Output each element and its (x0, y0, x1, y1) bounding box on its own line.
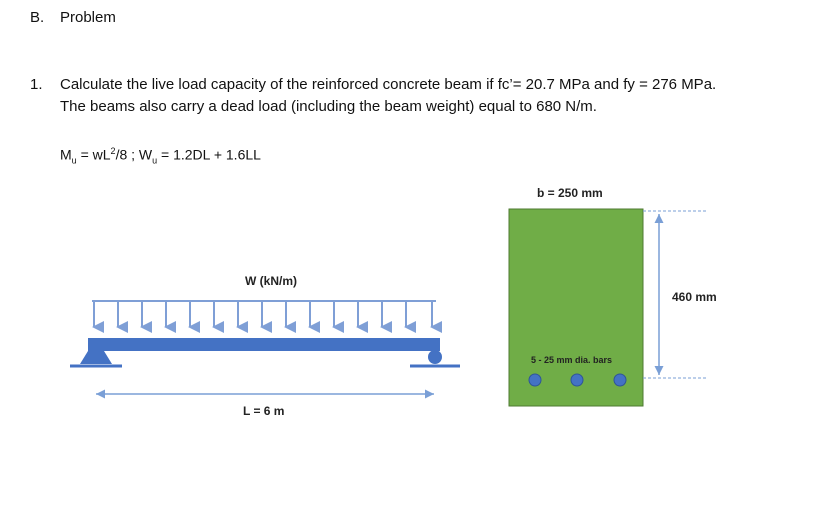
rebar (528, 373, 542, 387)
section-heading: B. Problem (30, 9, 116, 26)
problem-text-1: Calculate the live load capacity of the … (60, 76, 717, 93)
load-label: W (kN/m) (245, 274, 297, 288)
span-label: L = 6 m (243, 404, 285, 418)
rebar (570, 373, 584, 387)
formula-wu-sub: u (152, 155, 158, 166)
formula-sup: 2 (110, 146, 116, 156)
formula-wu-rhs: = 1.2DL + 1.6LL (157, 146, 261, 163)
load-arrows (92, 301, 442, 333)
problem-number: 1. (30, 76, 43, 93)
formula-wu: /8 ; W (115, 146, 153, 163)
problem-line-2: The beams also carry a dead load (includ… (60, 98, 597, 115)
formula: Mu = wL2/8 ; Wu = 1.2DL + 1.6LL (60, 146, 261, 165)
formula-mu-sub: u (71, 155, 77, 166)
formula-mu-rhs: = wL (76, 146, 111, 163)
rebars (528, 373, 627, 387)
problem-line-1: 1. Calculate the live load capacity of th… (30, 76, 716, 93)
section-depth-label: 460 mm (672, 290, 717, 304)
rebar-label: 5 - 25 mm dia. bars (531, 355, 613, 365)
beam (88, 338, 440, 351)
section-title: Problem (60, 9, 116, 26)
rebar (613, 373, 627, 387)
roller-support (428, 350, 442, 364)
formula-mu: M (60, 146, 72, 163)
section-width-label: b = 250 mm (537, 186, 603, 200)
problem-text-2: The beams also carry a dead load (includ… (60, 98, 597, 115)
beam-cross-section (508, 208, 644, 407)
pin-support (80, 338, 112, 364)
section-label: B. (30, 9, 45, 26)
